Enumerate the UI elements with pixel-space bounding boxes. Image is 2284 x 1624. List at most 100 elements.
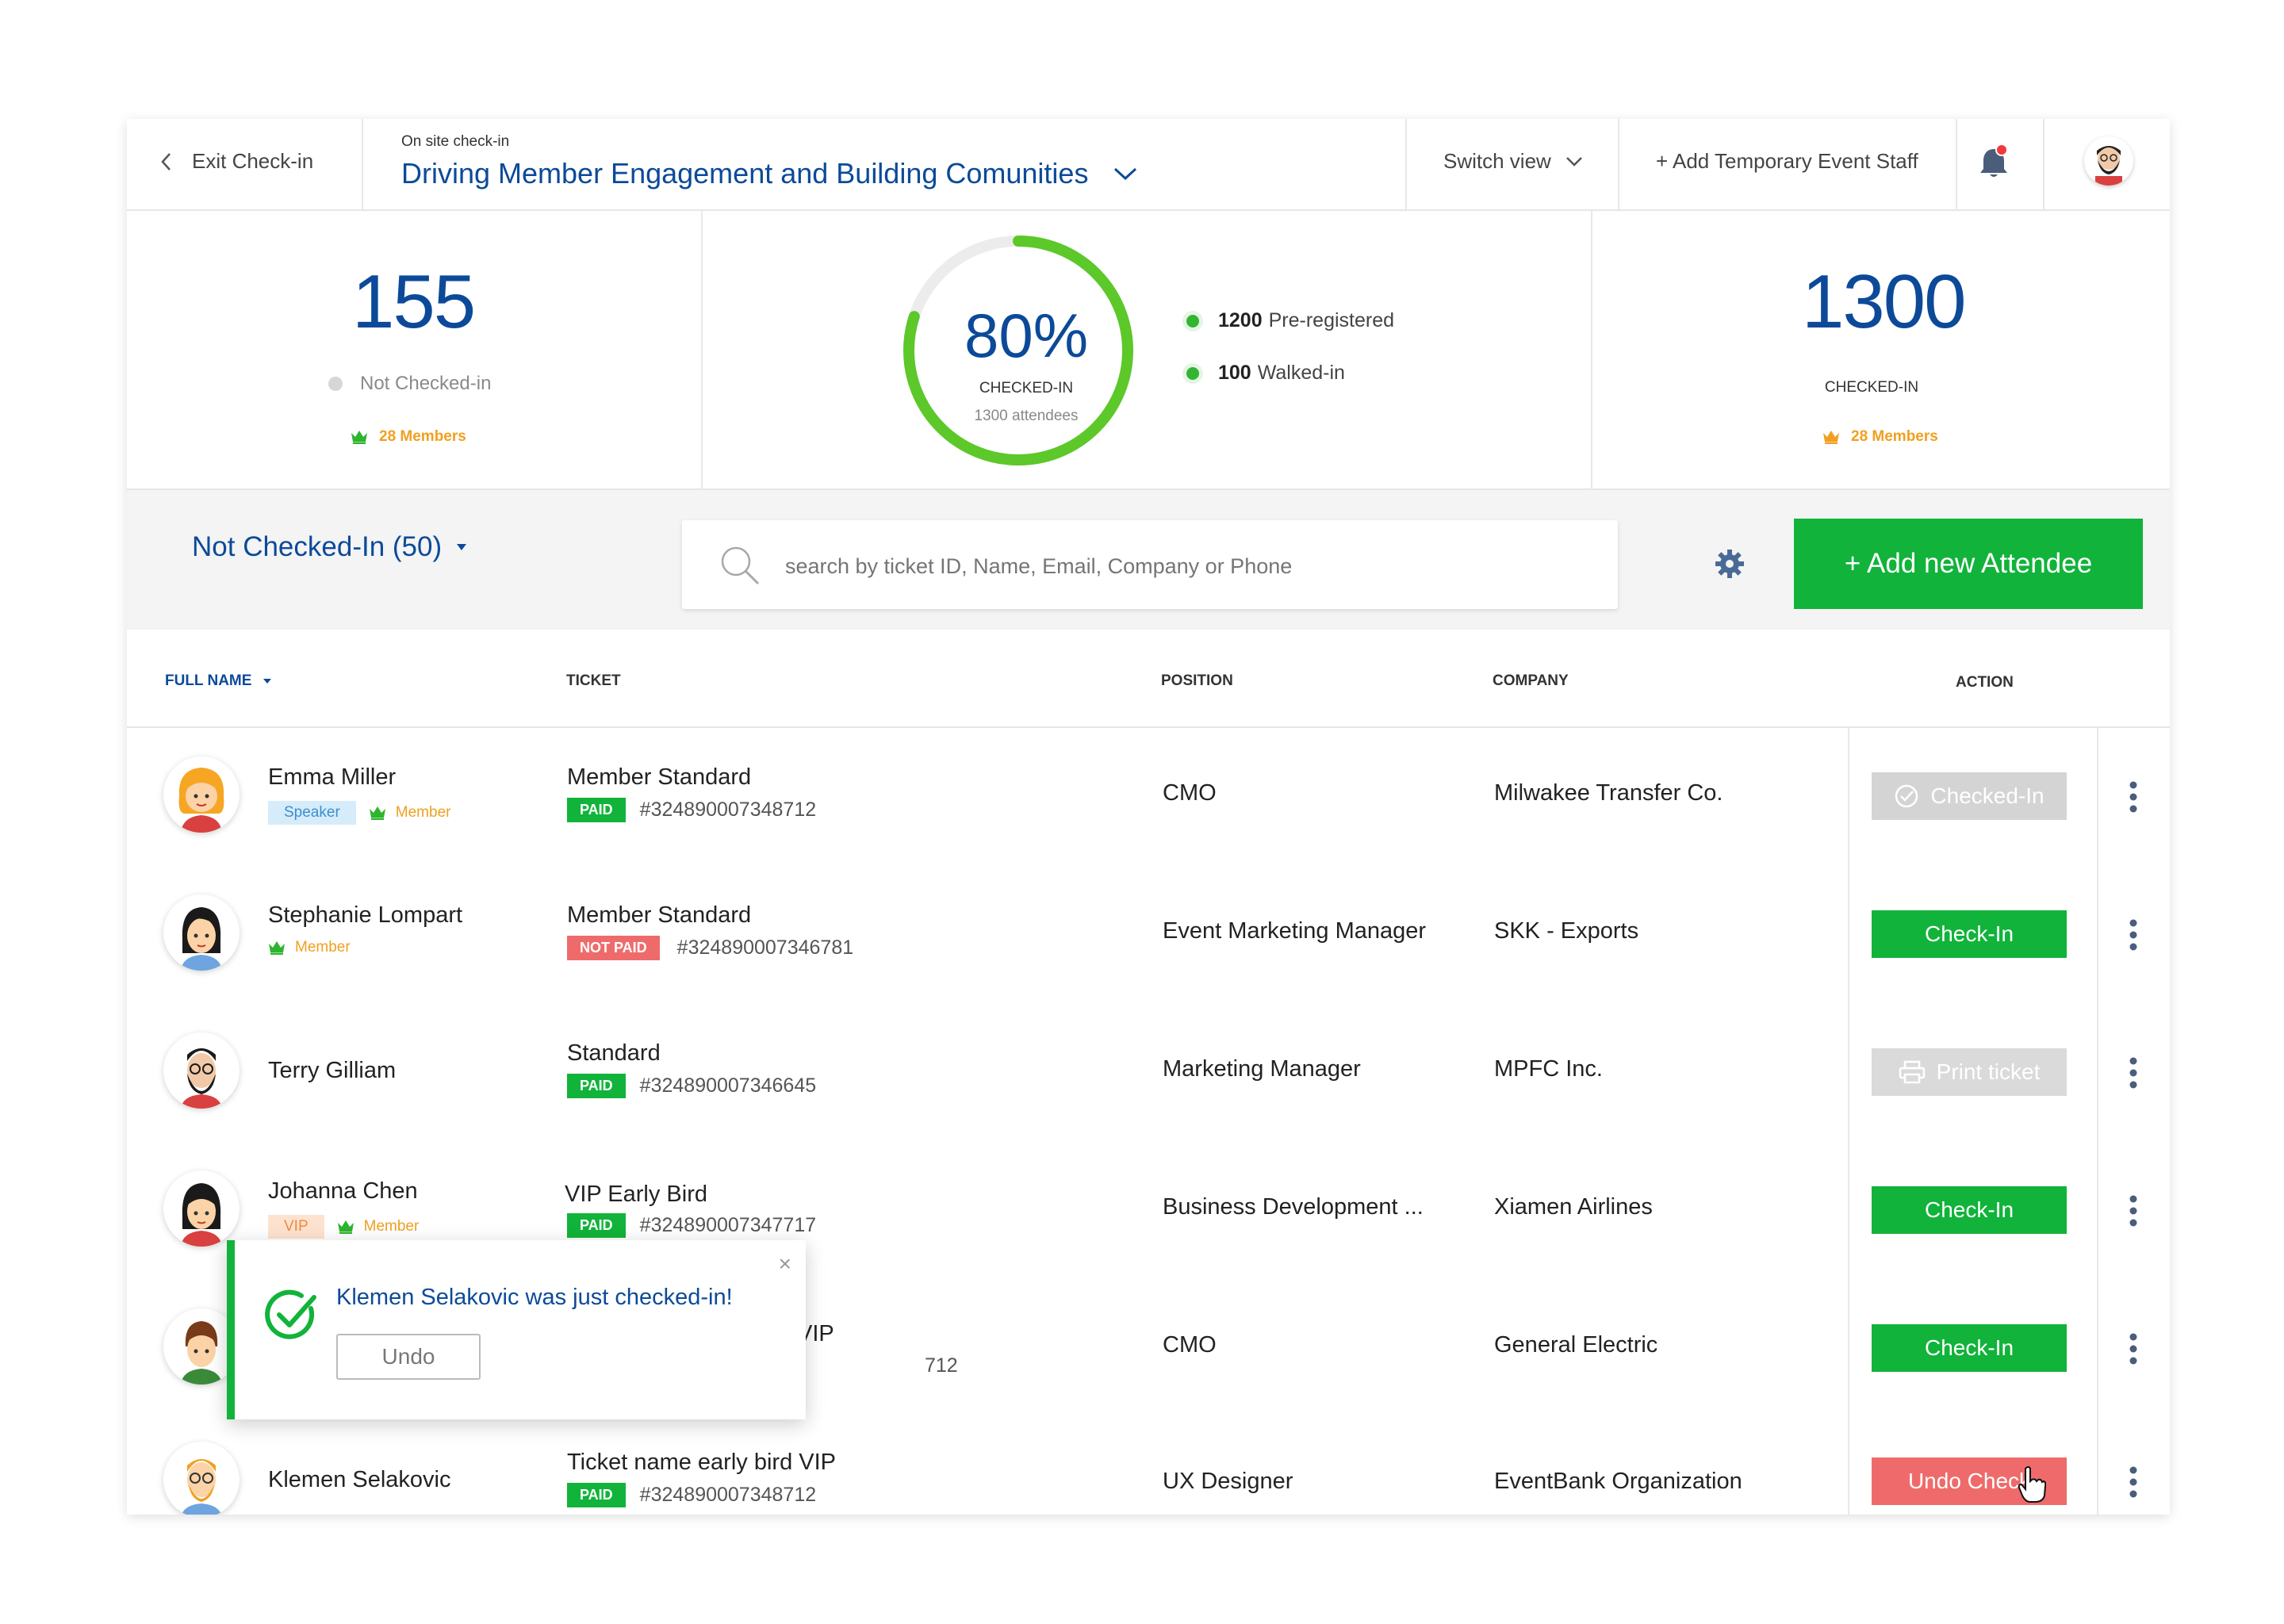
switch-view-dropdown[interactable]: Switch view	[1443, 149, 1583, 174]
hand-cursor-icon	[2018, 1466, 2046, 1503]
notifications-button[interactable]	[1978, 143, 2010, 185]
ticket-info: PAID #324890007348712	[567, 798, 816, 822]
company: Milwakee Transfer Co.	[1494, 780, 1723, 806]
more-options-icon[interactable]	[2129, 918, 2138, 952]
crown-icon	[337, 1220, 354, 1234]
add-temp-staff-button[interactable]: + Add Temporary Event Staff	[1656, 149, 1918, 173]
add-attendee-button[interactable]: + Add new Attendee	[1794, 519, 2143, 609]
status-filter-dropdown[interactable]: Not Checked-In (50)	[192, 531, 467, 563]
member-badge: Member	[268, 939, 351, 956]
table-row: Klemen Selakovic Ticket name early bird …	[127, 1418, 2170, 1515]
payment-status-badge: PAID	[567, 1213, 626, 1238]
attendee-tags: Member	[268, 939, 351, 956]
speaker-badge: Speaker	[268, 801, 356, 825]
ticket-type: Member Standard	[567, 764, 752, 790]
attendee-name[interactable]: Stephanie Lompart	[268, 902, 463, 928]
not-checked-members: 28 Members	[351, 428, 466, 446]
table-row: Terry Gilliam Standard PAID #32489000734…	[127, 1004, 2170, 1143]
settings-button[interactable]	[1715, 549, 1745, 583]
avatar-image	[181, 1183, 222, 1247]
attendee-name[interactable]: Emma Miller	[268, 764, 397, 790]
event-title: Driving Member Engagement and Building C…	[401, 157, 1089, 190]
divider	[1848, 1004, 1849, 1142]
ticket-id: #324890007346645	[639, 1074, 817, 1097]
sort-caret-icon	[263, 679, 272, 684]
divider	[2097, 866, 2098, 1004]
member-badge: Member	[369, 804, 451, 822]
vip-badge: VIP	[268, 1215, 324, 1239]
position: Event Marketing Manager	[1163, 918, 1427, 944]
member-label: Member	[295, 939, 351, 956]
attendee-tags: VIP Member	[268, 1215, 419, 1239]
column-ticket: TICKET	[566, 672, 621, 689]
avatar-image	[178, 768, 224, 833]
more-options-icon[interactable]	[2129, 1056, 2138, 1090]
checked-in-members: 28 Members	[1822, 428, 1938, 446]
attendee-name[interactable]: Klemen Selakovic	[268, 1467, 451, 1492]
ticket-info: PAID #324890007347717	[567, 1213, 816, 1238]
progress-percent: 80%	[964, 301, 1089, 370]
more-options-icon[interactable]	[2129, 780, 2138, 814]
header-subtitle: On site check-in	[401, 133, 510, 150]
print-ticket-button[interactable]: Print ticket	[1872, 1048, 2067, 1096]
more-options-icon[interactable]	[2129, 1332, 2138, 1365]
more-options-icon[interactable]	[2129, 1194, 2138, 1228]
ticket-id: #324890007347717	[639, 1214, 817, 1236]
check-in-button[interactable]: Check-In	[1872, 910, 2067, 958]
avatar	[163, 894, 240, 971]
column-label: FULL NAME	[165, 672, 252, 689]
bell-icon	[1980, 144, 2008, 177]
search-input[interactable]	[784, 549, 1580, 584]
divider	[1956, 119, 1957, 209]
column-full-name[interactable]: FULL NAME	[165, 672, 272, 690]
attendee-name[interactable]: Terry Gilliam	[268, 1058, 397, 1083]
progress-arc	[903, 236, 1133, 465]
payment-status-badge: NOT PAID	[567, 936, 660, 960]
company: Xiamen Airlines	[1494, 1194, 1653, 1220]
close-icon[interactable]: ×	[778, 1251, 791, 1276]
check-in-button[interactable]: Check-In	[1872, 1324, 2067, 1372]
user-avatar[interactable]	[2084, 136, 2133, 186]
divider	[701, 211, 703, 488]
chevron-down-icon	[1565, 156, 1582, 167]
ticket-id: #324890007346781	[676, 936, 854, 959]
payment-status-badge: PAID	[567, 798, 626, 822]
ticket-info: PAID #324890007346645	[567, 1074, 816, 1098]
checkin-toast: Klemen Selakovic was just checked-in! Un…	[227, 1240, 806, 1419]
checked-in-button[interactable]: Checked-In	[1872, 772, 2067, 820]
action-label: Print ticket	[1936, 1059, 2041, 1084]
not-checked-count: 155	[352, 259, 476, 344]
undo-button[interactable]: Undo	[336, 1334, 481, 1380]
member-label: Member	[395, 804, 451, 821]
position: Marketing Manager	[1163, 1056, 1361, 1082]
avatar	[163, 1032, 240, 1109]
attendee-name[interactable]: Johanna Chen	[268, 1178, 418, 1204]
legend-walked-in: 100 Walked-in	[1186, 362, 1345, 385]
not-checked-label-row: Not Checked-in	[328, 373, 491, 395]
position: CMO	[1163, 1332, 1217, 1358]
payment-status-badge: PAID	[567, 1074, 626, 1098]
ticket-type: Member Standard	[567, 902, 752, 928]
ticket-id: #324890007348712	[639, 799, 817, 821]
walked-in-label: Walked-in	[1257, 362, 1345, 384]
chevron-left-icon	[161, 152, 171, 170]
divider	[1848, 1418, 1849, 1515]
crown-icon	[369, 806, 385, 820]
checkin-progress-ring	[903, 236, 1133, 465]
company: MPFC Inc.	[1494, 1056, 1603, 1082]
divider	[2097, 1004, 2098, 1142]
ticket-type: VIP Early Bird	[565, 1182, 707, 1207]
action-label: Undo Check	[1907, 1469, 2031, 1493]
ticket-id: 712	[925, 1354, 958, 1377]
switch-view-label: Switch view	[1443, 149, 1551, 173]
avatar	[163, 1170, 240, 1247]
crown-icon	[1823, 431, 1839, 444]
divider	[2097, 728, 2098, 866]
ticket-info: PAID #324890007348712	[567, 1483, 816, 1507]
more-options-icon[interactable]	[2129, 1465, 2138, 1499]
progress-label: CHECKED-IN	[979, 380, 1074, 396]
members-count: 28 Members	[379, 428, 466, 445]
check-in-button[interactable]: Check-In	[1872, 1186, 2067, 1234]
event-selector[interactable]: Driving Member Engagement and Building C…	[401, 157, 1137, 190]
exit-checkin-link[interactable]: Exit Check-in	[160, 149, 313, 174]
